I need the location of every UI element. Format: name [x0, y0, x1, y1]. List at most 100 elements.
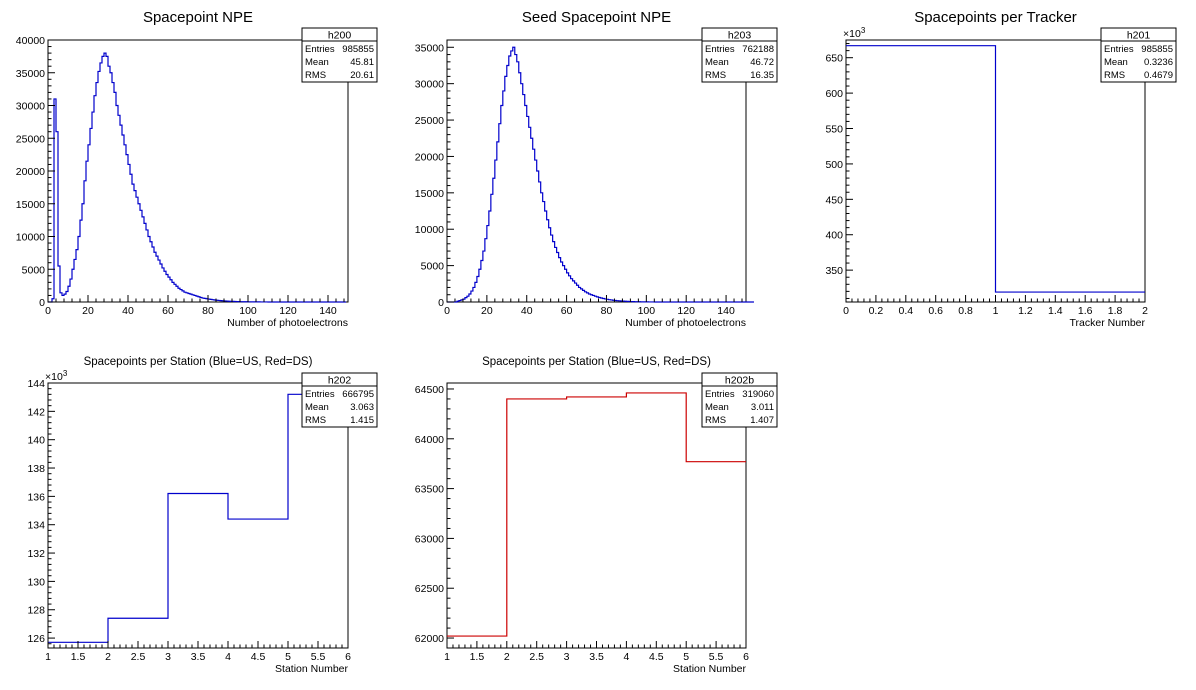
y-tick-label: 500	[825, 159, 843, 171]
plot-frame	[446, 382, 747, 649]
y-tick-label: 5000	[22, 264, 46, 276]
x-tick-label: 80	[202, 305, 214, 317]
x-tick-label: 140	[319, 305, 337, 317]
y-tick-label: 20000	[16, 166, 45, 178]
x-tick-label: 3	[165, 651, 171, 663]
stats-hist-name: h202	[328, 375, 352, 387]
x-axis-label: Number of photoelectrons	[625, 317, 746, 329]
y-tick-label: 5000	[421, 261, 445, 273]
y-tick-label: 25000	[415, 115, 444, 127]
x-tick-label: 1.5	[470, 651, 485, 663]
y-tick-label: 20000	[415, 151, 444, 163]
chart-title: Spacepoints per Tracker	[914, 9, 1077, 26]
stats-key-entries: Entries	[305, 44, 335, 55]
stats-key-mean: Mean	[1104, 57, 1128, 68]
x-tick-label: 1.4	[1048, 305, 1063, 317]
x-tick-label: 2	[1142, 305, 1148, 317]
y-tick-label: 62500	[415, 583, 444, 595]
panel-h202b: Spacepoints per Station (Blue=US, Red=DS…	[415, 356, 778, 675]
x-axis-label: Station Number	[275, 663, 348, 675]
x-axis-label: Tracker Number	[1070, 317, 1146, 329]
stats-box-frame	[301, 27, 378, 83]
y-tick-label: 35000	[16, 68, 45, 80]
stats-key-mean: Mean	[305, 57, 329, 68]
x-tick-label: 1	[993, 305, 999, 317]
x-tick-label: 0	[843, 305, 849, 317]
x-tick-label: 120	[677, 305, 695, 317]
y-tick-label: 40000	[16, 35, 45, 47]
x-tick-label: 4	[623, 651, 629, 663]
chart-title: Seed Spacepoint NPE	[522, 9, 671, 26]
stats-box: h203 Entries 762188 Mean 46.72 RMS 16.35	[701, 27, 778, 83]
histogram-line	[846, 45, 1145, 293]
x-tick-label: 5.5	[311, 651, 326, 663]
chart-title: Spacepoint NPE	[143, 9, 253, 26]
y-tick-label: 64500	[415, 384, 444, 396]
stats-value-rms: 16.35	[750, 70, 774, 81]
y-tick-label: 350	[825, 265, 843, 277]
y-tick-label: 126	[27, 633, 45, 645]
x-tick-label: 0	[444, 305, 450, 317]
stats-value-mean: 0.3236	[1144, 57, 1173, 68]
stats-box-frame	[1100, 27, 1177, 83]
stats-key-mean: Mean	[305, 402, 329, 413]
x-tick-label: 1.6	[1078, 305, 1093, 317]
x-tick-label: 2	[504, 651, 510, 663]
y-tick-label: 0	[39, 297, 45, 309]
y-tick-label: 10000	[16, 232, 45, 244]
x-axis-label: Number of photoelectrons	[227, 317, 348, 329]
y-tick-label: 550	[825, 124, 843, 136]
stats-value-rms: 20.61	[350, 70, 374, 81]
stats-value-entries: 666795	[342, 389, 374, 400]
x-tick-label: 0.6	[928, 305, 943, 317]
x-tick-label: 40	[122, 305, 134, 317]
x-tick-label: 6	[345, 651, 351, 663]
y-tick-label: 30000	[415, 79, 444, 91]
x-tick-label: 4.5	[251, 651, 266, 663]
x-tick-label: 3	[564, 651, 570, 663]
x-tick-label: 140	[717, 305, 735, 317]
stats-key-mean: Mean	[705, 402, 729, 413]
x-tick-label: 20	[82, 305, 94, 317]
x-tick-label: 100	[638, 305, 656, 317]
y-tick-label: 134	[27, 520, 45, 532]
x-tick-label: 120	[279, 305, 297, 317]
stats-box-frame	[701, 372, 778, 428]
y-tick-label: 600	[825, 88, 843, 100]
x-tick-label: 60	[162, 305, 174, 317]
stats-key-mean: Mean	[705, 57, 729, 68]
stats-hist-name: h200	[328, 30, 352, 42]
x-tick-label: 0.8	[958, 305, 973, 317]
x-tick-label: 1.5	[71, 651, 86, 663]
stats-value-mean: 46.72	[750, 57, 774, 68]
x-tick-label: 5.5	[709, 651, 724, 663]
y-tick-label: 10000	[415, 224, 444, 236]
stats-box: h202b Entries 319060 Mean 3.011 RMS 1.407	[701, 372, 778, 428]
y-tick-label: 450	[825, 194, 843, 206]
stats-key-entries: Entries	[305, 389, 335, 400]
y-tick-label: 136	[27, 491, 45, 503]
x-tick-label: 2.5	[529, 651, 544, 663]
y-tick-label: 130	[27, 576, 45, 588]
stats-key-rms: RMS	[705, 70, 726, 81]
x-tick-label: 1.2	[1018, 305, 1033, 317]
x-tick-label: 20	[481, 305, 493, 317]
plot-frame	[446, 39, 747, 303]
histogram-line	[48, 52, 346, 303]
x-tick-label: 4.5	[649, 651, 664, 663]
x-tick-label: 4	[225, 651, 231, 663]
x-tick-label: 5	[683, 651, 689, 663]
stats-hist-name: h203	[728, 30, 752, 42]
chart-title: Spacepoints per Station (Blue=US, Red=DS…	[84, 356, 313, 368]
stats-key-rms: RMS	[1104, 70, 1125, 81]
y-tick-label: 142	[27, 406, 45, 418]
y-tick-label: 144	[27, 378, 45, 390]
x-tick-label: 6	[743, 651, 749, 663]
histogram-line	[48, 393, 348, 643]
y-exponent-label: ×103	[45, 369, 68, 383]
x-tick-label: 3.5	[589, 651, 604, 663]
x-tick-label: 3.5	[191, 651, 206, 663]
chart-title: Spacepoints per Station (Blue=US, Red=DS…	[482, 356, 711, 368]
stats-value-mean: 45.81	[350, 57, 374, 68]
